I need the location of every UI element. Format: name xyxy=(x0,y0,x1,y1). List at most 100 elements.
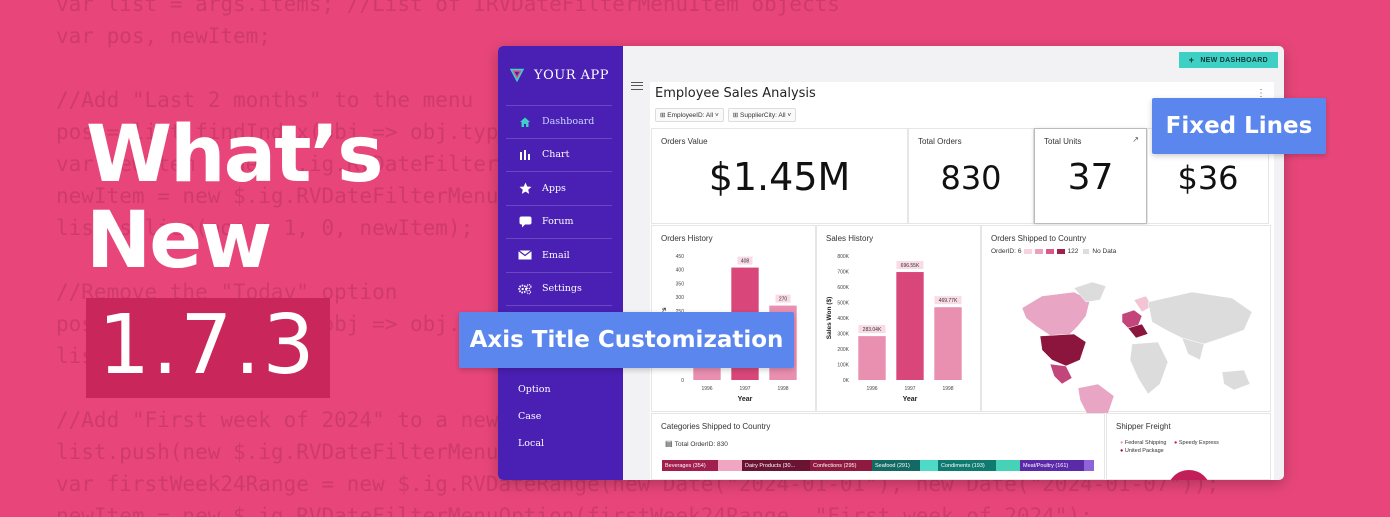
y-tick-label: 200K xyxy=(837,347,849,353)
filter-employee[interactable]: ⊞ EmployeeID: All ˅ xyxy=(655,108,724,122)
category-segment[interactable] xyxy=(920,460,938,471)
map-legend-label: OrderID: xyxy=(991,248,1016,255)
x-axis-title: Year xyxy=(903,396,918,403)
data-label-bg xyxy=(896,261,924,270)
chart-title: Orders Shipped to Country xyxy=(991,234,1087,243)
main-area: + NEW DASHBOARD Employee Sales Analysis … xyxy=(623,46,1284,480)
hero-line-2: New xyxy=(86,196,272,286)
orders-map-card[interactable]: Orders Shipped to Country OrderID: 6 122… xyxy=(981,225,1271,413)
chart-title: Orders History xyxy=(661,234,713,243)
sidebar-item-case[interactable]: Case xyxy=(518,411,542,422)
kpi-title: Orders Value xyxy=(661,137,708,146)
version-highlight xyxy=(86,298,330,398)
data-label: 469.77K xyxy=(939,298,958,304)
map-legend: OrderID: 6 122 No Data xyxy=(991,248,1116,255)
shield-logo-icon xyxy=(509,68,525,83)
legend-item: ● United Package xyxy=(1120,448,1164,454)
sidebar-item-chart[interactable]: Chart xyxy=(506,139,612,172)
legend-swatch xyxy=(1056,249,1065,254)
sidebar-item-apps[interactable]: Apps xyxy=(506,172,612,206)
sidebar-item-settings[interactable]: Settings xyxy=(506,273,612,306)
category-segment[interactable]: Dairy Products (30... xyxy=(742,460,810,471)
dashboard-title: Employee Sales Analysis xyxy=(655,86,816,101)
legend-dot-icon: ● xyxy=(1173,440,1178,446)
code-line: //Add "Last 2 months" to the menu xyxy=(56,88,474,112)
y-tick-label: 300 xyxy=(676,295,685,301)
category-segment[interactable]: Beverages (354) xyxy=(662,460,718,471)
y-tick-label: 400 xyxy=(676,268,685,274)
filter-icon: ⊞ xyxy=(732,112,741,119)
categories-subtitle: ▤ Total OrderID: 830 xyxy=(665,439,728,448)
more-options-icon[interactable]: ⋮ xyxy=(1256,88,1266,99)
kpi-total-orders[interactable]: Total Orders 830 xyxy=(908,128,1034,224)
bar[interactable] xyxy=(896,272,924,380)
category-segment[interactable]: Confections (295) xyxy=(810,460,872,471)
sidebar-item-label: Apps xyxy=(542,182,566,194)
sidebar-item-label: Settings xyxy=(542,283,582,295)
map-legend-min: 6 xyxy=(1017,248,1022,255)
kpi-value: $36 xyxy=(1177,159,1239,197)
x-axis-title: Year xyxy=(738,396,753,403)
x-tick-label: 1998 xyxy=(777,386,788,392)
legend-swatch xyxy=(1083,249,1090,254)
new-dashboard-button[interactable]: + NEW DASHBOARD xyxy=(1178,52,1278,68)
category-segment[interactable]: Seafood (291) xyxy=(872,460,920,471)
x-tick-label: 1998 xyxy=(942,386,953,392)
sales-history-card[interactable]: Sales History 800K 700K 600K 500K 400K 300K 20… xyxy=(816,225,981,412)
y-axis-title: Sales Won ($) xyxy=(826,297,833,340)
filter-icon: ⊞ xyxy=(660,112,668,119)
code-line: list.splice(pos + 1, 0, newItem); xyxy=(56,216,474,240)
chart-title: Sales History xyxy=(826,234,874,243)
chevron-down-icon: ˅ xyxy=(785,112,792,119)
data-label-bg xyxy=(934,296,962,305)
y-tick-label: 0K xyxy=(843,378,850,384)
x-tick-label: 1996 xyxy=(701,386,712,392)
category-segment[interactable] xyxy=(1084,460,1094,471)
kpi-value: 830 xyxy=(940,159,1002,197)
sidebar-item-dashboard[interactable]: Dashboard xyxy=(506,105,612,139)
expand-icon[interactable]: ↗ xyxy=(1132,135,1139,144)
bar[interactable] xyxy=(858,336,886,380)
chat-icon xyxy=(518,215,532,229)
category-segment[interactable] xyxy=(718,460,742,471)
categories-card[interactable]: Categories Shipped to Country ▤ Total Or… xyxy=(651,413,1105,480)
sidebar-item-label: Email xyxy=(542,249,570,261)
map-legend-max: 122 xyxy=(1067,248,1079,255)
data-label-bg xyxy=(737,256,753,265)
filter-label: SupplierCity: All xyxy=(740,112,786,119)
kpi-orders-value[interactable]: Orders Value $1.45M xyxy=(651,128,908,224)
category-segment[interactable] xyxy=(996,460,1020,471)
star-icon xyxy=(518,181,532,195)
filter-supplier-city[interactable]: ⊞ SupplierCity: All ˅ xyxy=(727,108,797,122)
kpi-title: Total Orders xyxy=(918,137,962,146)
home-icon xyxy=(518,115,532,129)
y-tick-label: 450 xyxy=(676,254,685,260)
filter-bar: ⊞ EmployeeID: All ˅ ⊞ SupplierCity: All … xyxy=(655,108,797,122)
y-tick-label: 300K xyxy=(837,331,849,337)
fixed-lines-callout: Fixed Lines xyxy=(1152,98,1326,154)
menu-icon[interactable] xyxy=(631,82,643,90)
hero-line-1: What’s xyxy=(86,110,384,200)
code-line: var list = args.items; //List of IRVDate… xyxy=(56,0,840,16)
gears-icon xyxy=(518,282,532,296)
axis-title-callout: Axis Title Customization xyxy=(459,312,794,368)
sidebar-item-email[interactable]: Email xyxy=(506,239,612,273)
map-legend-nodata: No Data xyxy=(1092,248,1117,255)
sidebar-item-forum[interactable]: Forum xyxy=(506,206,612,239)
sidebar-item-local[interactable]: Local xyxy=(518,438,545,449)
chart-title: Shipper Freight xyxy=(1116,422,1171,431)
world-map xyxy=(1021,281,1253,413)
dashboard-canvas: Employee Sales Analysis ⋮ ⊞ EmployeeID: … xyxy=(650,82,1274,480)
category-segment[interactable]: Meat/Poultry (161) xyxy=(1020,460,1084,471)
category-segment[interactable]: Condiments (193) xyxy=(938,460,996,471)
table-icon: ▤ xyxy=(665,439,675,448)
app-logo[interactable]: YOUR APP xyxy=(508,66,609,84)
legend-swatch xyxy=(1045,249,1054,254)
sidebar-item-option[interactable]: Option xyxy=(518,384,551,395)
sidebar-item-label: Dashboard xyxy=(542,116,595,128)
kpi-total-units[interactable]: Total Units ↗ 37 xyxy=(1034,128,1147,224)
legend-dot-icon: ● xyxy=(1120,440,1124,446)
y-tick-label: 500K xyxy=(837,300,849,306)
bar[interactable] xyxy=(934,307,962,380)
shipper-freight-card[interactable]: Shipper Freight ● Federal Shipping ● Spe… xyxy=(1106,413,1271,480)
